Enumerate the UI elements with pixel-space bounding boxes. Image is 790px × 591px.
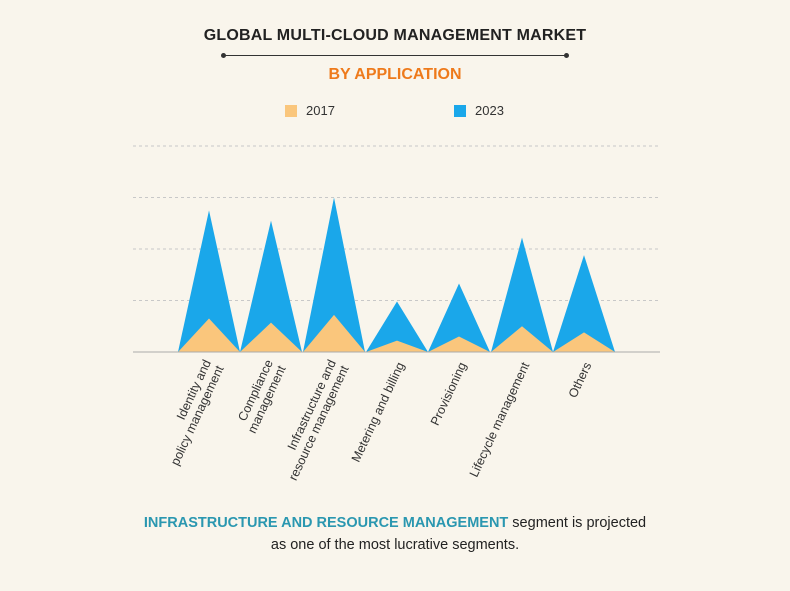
legend-item-2017: 2017 bbox=[285, 103, 335, 118]
x-tick-label-line: Lifecycle management bbox=[467, 360, 533, 480]
title-divider bbox=[221, 53, 569, 58]
footer-text-1: segment is projected bbox=[508, 515, 647, 531]
area-peak-2023-2 bbox=[240, 220, 302, 352]
x-tick-label-metering: Metering and billing bbox=[349, 360, 408, 464]
footer-highlight: INFRASTRUCTURE AND RESOURCE MANAGEMENT bbox=[143, 515, 509, 531]
area-peak-2023-5 bbox=[428, 283, 490, 352]
legend-swatch-2023 bbox=[454, 104, 466, 117]
area-peak-2023-3 bbox=[303, 197, 365, 352]
x-tick-label-line: Others bbox=[566, 360, 595, 400]
area-peak-2017-1 bbox=[178, 318, 240, 352]
area-peak-2017-6 bbox=[491, 326, 553, 352]
area-peak-2017-7 bbox=[553, 332, 615, 352]
x-tick-label-line: Metering and billing bbox=[349, 360, 408, 464]
footer-note: INFRASTRUCTURE AND RESOURCE MANAGEMENT s… bbox=[0, 512, 790, 556]
area-peak-2017-4 bbox=[366, 340, 428, 352]
chart-title: GLOBAL MULTI-CLOUD MANAGEMENT MARKET bbox=[203, 27, 587, 44]
area-peak-2017-2 bbox=[240, 322, 302, 352]
area-chart: Identity andpolicy management Compliancem… bbox=[133, 145, 660, 483]
area-peak-2017-3 bbox=[303, 314, 365, 352]
x-tick-label-lifecycle: Lifecycle management bbox=[467, 360, 533, 480]
x-tick-label-compliance: Compliancemanagement bbox=[232, 357, 288, 435]
area-peak-2023-6 bbox=[491, 237, 553, 352]
area-peak-2023-1 bbox=[178, 210, 240, 352]
legend-label-2023: 2023 bbox=[475, 103, 504, 118]
area-peak-2023-7 bbox=[553, 255, 615, 352]
x-tick-label-others: Others bbox=[566, 360, 595, 400]
legend-swatch-2017 bbox=[285, 104, 297, 117]
legend-label-2017: 2017 bbox=[306, 103, 335, 118]
legend-item-2023: 2023 bbox=[454, 103, 504, 118]
chart-subtitle: BY APPLICATION bbox=[328, 66, 462, 83]
x-tick-label-provisioning: Provisioning bbox=[428, 360, 469, 428]
legend: 2017 2023 bbox=[0, 103, 790, 121]
area-peak-2017-5 bbox=[428, 336, 490, 352]
x-tick-label-identity: Identity andpolicy management bbox=[155, 357, 226, 468]
footer-text-2: as one of the most lucrative segments. bbox=[270, 537, 520, 553]
x-tick-label-line: Provisioning bbox=[428, 360, 469, 428]
area-peak-2023-4 bbox=[366, 301, 428, 352]
